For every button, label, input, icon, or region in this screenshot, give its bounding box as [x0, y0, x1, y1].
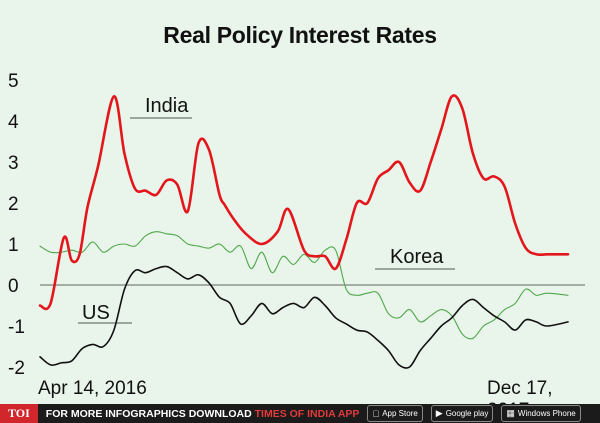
apple-icon:  [372, 409, 379, 419]
x-start-label: Apr 14, 2016 [38, 378, 147, 399]
y-tick-label: 3 [8, 153, 19, 174]
app-store-badge[interactable]:  App Store [367, 405, 423, 422]
y-tick-label: 5 [8, 71, 19, 92]
promo-prefix: FOR MORE INFOGRAPHICS DOWNLOAD [45, 407, 255, 420]
series-line-korea [39, 231, 569, 340]
series-line-india [38, 94, 570, 311]
footer-bar: TOI FOR MORE INFOGRAPHICS DOWNLOAD TIMES… [0, 404, 600, 423]
promo-text: FOR MORE INFOGRAPHICS DOWNLOAD TIMES OF … [46, 408, 360, 420]
y-tick-label: -2 [8, 358, 25, 379]
series-label-india: India [145, 95, 189, 117]
google-play-label: Google play [438, 409, 489, 418]
windows-phone-label: Windows Phone [511, 409, 576, 418]
play-icon: ▶ [436, 408, 443, 419]
y-tick-label: 2 [8, 194, 19, 215]
series-label-korea: Korea [390, 246, 444, 268]
line-chart: 5 4 3 2 1 0 -1 -2 India Korea US [8, 71, 585, 379]
y-tick-label: -1 [8, 317, 25, 338]
app-store-label: App Store [375, 409, 418, 418]
promo-app-name[interactable]: TIMES OF INDIA APP [254, 407, 360, 420]
series-label-us: US [82, 302, 110, 324]
chart-title: Real Policy Interest Rates [163, 22, 437, 48]
google-play-badge[interactable]: ▶ Google play [430, 405, 494, 422]
toi-logo[interactable]: TOI [0, 404, 38, 423]
windows-phone-badge[interactable]: ▦ Windows Phone [499, 405, 581, 422]
y-tick-label: 4 [8, 112, 19, 133]
series-line-us [39, 265, 569, 369]
y-tick-label: 1 [8, 235, 19, 256]
y-tick-label: 0 [8, 276, 19, 297]
windows-icon: ▦ [499, 408, 515, 418]
